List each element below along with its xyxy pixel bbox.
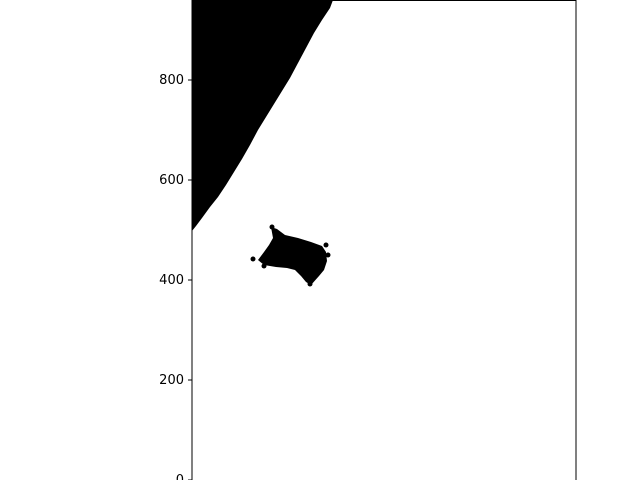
cluster-point (326, 253, 331, 258)
cluster-point (262, 264, 267, 269)
y-axis-ticks: 0 200 400 600 800 (159, 73, 192, 480)
cluster-point (308, 282, 313, 287)
y-tick-label: 0 (176, 473, 184, 480)
y-tick-label: 400 (159, 273, 184, 288)
cluster-point (270, 225, 275, 230)
y-tick-label: 800 (159, 73, 184, 88)
y-tick-label: 200 (159, 373, 184, 388)
cluster-point (251, 257, 256, 262)
y-tick-label: 600 (159, 173, 184, 188)
cluster-point (324, 243, 329, 248)
